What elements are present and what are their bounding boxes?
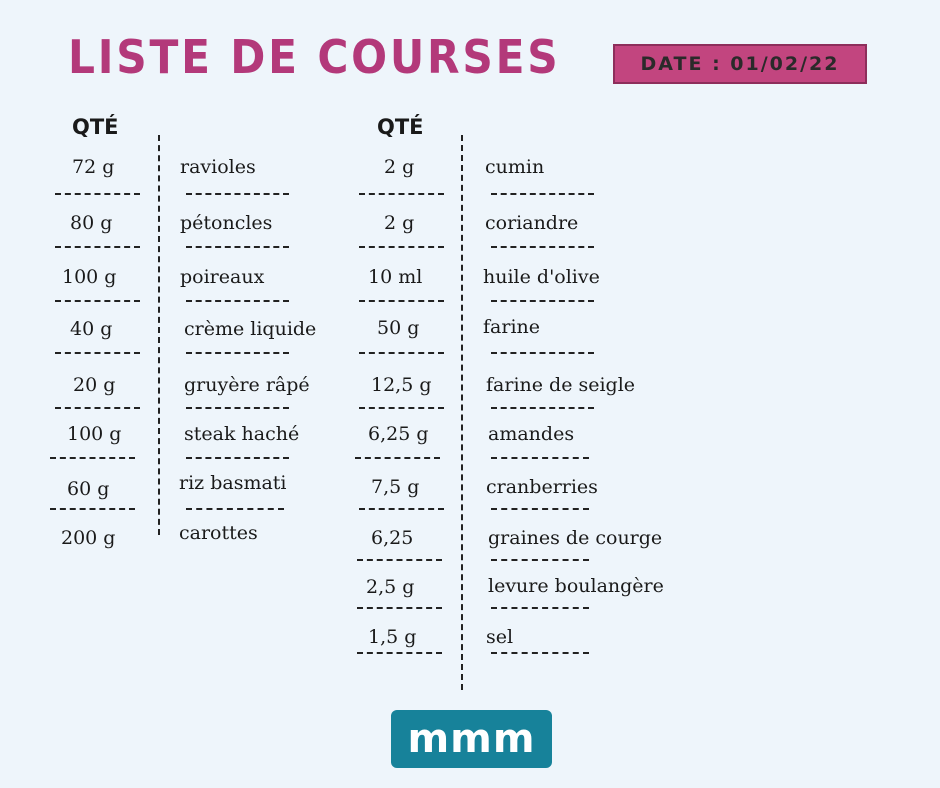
list-item-qty: 20 g (73, 374, 116, 396)
list-item-qty: 2 g (384, 156, 415, 178)
left-column-divider (158, 135, 160, 535)
list-item-name: carottes (179, 522, 258, 544)
item-underline (491, 457, 589, 459)
qty-underline (357, 607, 442, 609)
qty-underline (359, 300, 444, 302)
list-item-name: gruyère râpé (184, 374, 310, 396)
list-item-qty: 6,25 (371, 527, 414, 549)
list-item-name: crème liquide (184, 318, 317, 340)
list-item-qty: 200 g (61, 527, 116, 549)
list-item-qty: 2 g (384, 212, 415, 234)
list-item-name: graines de courge (488, 527, 663, 549)
item-underline (491, 407, 594, 409)
item-underline (491, 559, 589, 561)
item-underline (186, 352, 289, 354)
left-qty-header: QTÉ (72, 115, 119, 139)
list-item-name: pétoncles (180, 212, 273, 234)
list-item-qty: 100 g (67, 423, 122, 445)
list-item-qty: 10 ml (368, 266, 423, 288)
brand-logo: mmm (391, 710, 552, 768)
item-underline (491, 607, 589, 609)
list-item-name: cranberries (486, 476, 598, 498)
page-title: LISTE DE COURSES (68, 30, 561, 84)
item-underline (186, 457, 289, 459)
qty-underline (55, 193, 140, 195)
list-item-name: steak haché (184, 423, 300, 445)
list-item-qty: 1,5 g (368, 626, 417, 648)
item-underline (491, 246, 594, 248)
list-item-qty: 100 g (62, 266, 117, 288)
list-item-name: farine de seigle (486, 374, 636, 396)
qty-underline (55, 407, 140, 409)
list-item-qty: 6,25 g (368, 423, 429, 445)
list-item-name: poireaux (180, 266, 265, 288)
qty-underline (50, 508, 135, 510)
list-item-name: riz basmati (179, 472, 287, 494)
item-underline (186, 300, 289, 302)
date-badge: DATE : 01/02/22 (613, 44, 867, 84)
list-item-qty: 2,5 g (366, 576, 415, 598)
list-item-name: sel (486, 626, 514, 648)
list-item-qty: 12,5 g (371, 374, 432, 396)
item-underline (491, 352, 594, 354)
right-qty-header: QTÉ (377, 115, 424, 139)
list-item-qty: 80 g (70, 212, 113, 234)
list-item-name: amandes (488, 423, 575, 445)
item-underline (491, 652, 589, 654)
qty-underline (50, 457, 135, 459)
right-column-divider (461, 135, 463, 690)
list-item-name: farine (483, 316, 540, 338)
qty-underline (359, 508, 444, 510)
list-item-name: ravioles (180, 156, 256, 178)
qty-underline (357, 559, 442, 561)
list-item-qty: 50 g (377, 317, 420, 339)
qty-underline (359, 407, 444, 409)
item-underline (491, 508, 589, 510)
list-item-qty: 60 g (67, 478, 110, 500)
item-underline (186, 407, 289, 409)
item-underline (491, 300, 594, 302)
qty-underline (55, 300, 140, 302)
list-item-qty: 40 g (70, 318, 113, 340)
item-underline (186, 246, 289, 248)
list-item-qty: 72 g (72, 156, 115, 178)
list-item-name: cumin (485, 156, 545, 178)
qty-underline (55, 246, 140, 248)
list-item-name: coriandre (485, 212, 579, 234)
list-item-name: levure boulangère (488, 575, 664, 597)
qty-underline (357, 652, 442, 654)
qty-underline (359, 352, 444, 354)
item-underline (186, 193, 289, 195)
qty-underline (355, 457, 440, 459)
qty-underline (55, 352, 140, 354)
item-underline (491, 193, 594, 195)
item-underline (186, 508, 284, 510)
list-item-qty: 7,5 g (371, 476, 420, 498)
list-item-name: huile d'olive (483, 266, 600, 288)
qty-underline (359, 246, 444, 248)
qty-underline (359, 193, 444, 195)
